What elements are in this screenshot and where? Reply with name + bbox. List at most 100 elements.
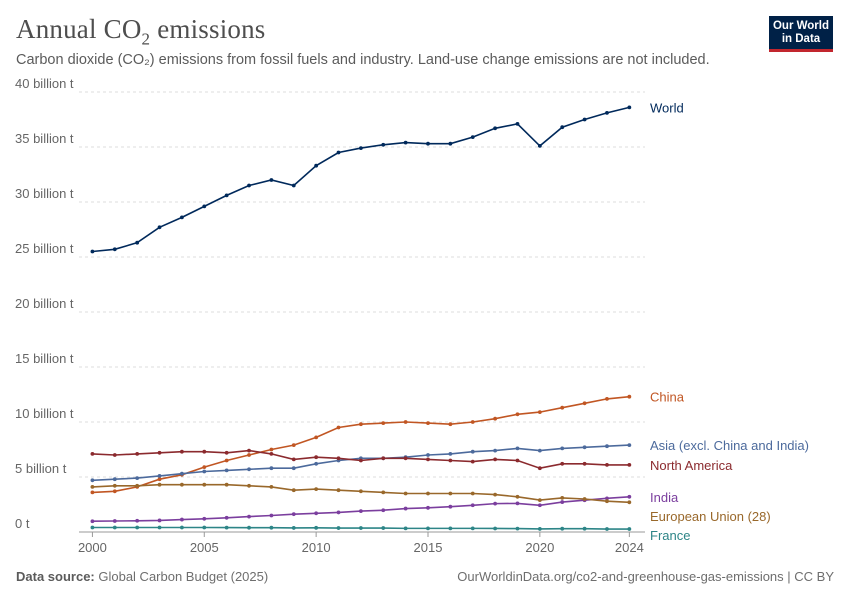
data-point xyxy=(291,457,296,462)
data-point xyxy=(426,421,430,425)
data-point xyxy=(470,526,475,531)
data-point xyxy=(224,468,229,473)
data-point xyxy=(112,477,117,482)
data-point xyxy=(291,183,296,188)
data-point xyxy=(605,496,609,501)
data-point xyxy=(269,452,274,456)
data-point xyxy=(247,183,251,188)
data-point xyxy=(269,485,274,489)
data-point xyxy=(560,125,565,130)
data-point xyxy=(90,478,95,483)
data-point xyxy=(135,518,140,523)
chart-subtitle: Carbon dioxide (CO₂) emissions from foss… xyxy=(16,52,710,68)
data-point xyxy=(627,494,632,499)
data-point xyxy=(358,458,363,463)
data-point xyxy=(291,466,296,471)
data-point xyxy=(426,457,430,462)
series-label: China xyxy=(650,390,685,405)
data-point xyxy=(515,494,520,499)
y-tick-label: 0 t xyxy=(15,516,30,531)
chart-title: Annual CO2 emissions xyxy=(16,14,266,49)
data-point xyxy=(336,425,341,430)
data-point xyxy=(627,394,632,399)
data-point xyxy=(627,500,632,505)
series-line xyxy=(92,483,630,504)
data-point xyxy=(336,510,341,515)
data-point xyxy=(358,509,363,513)
data-point xyxy=(224,515,229,520)
data-point xyxy=(470,449,475,454)
data-point xyxy=(582,445,587,450)
data-point xyxy=(582,461,587,466)
data-point xyxy=(202,482,207,487)
data-point xyxy=(269,525,274,530)
title-main: Annual CO xyxy=(16,14,142,44)
data-point xyxy=(426,491,430,496)
x-tick-label: 2010 xyxy=(302,540,331,555)
data-point xyxy=(381,456,386,461)
data-source: Data source: Global Carbon Budget (2025) xyxy=(16,569,268,584)
data-point xyxy=(358,526,363,530)
data-point xyxy=(515,122,520,126)
data-point xyxy=(448,526,453,531)
series-line xyxy=(92,496,630,523)
data-point xyxy=(448,422,453,427)
series-line xyxy=(92,395,630,494)
data-point xyxy=(470,491,475,496)
series-label: India xyxy=(650,490,679,505)
x-tick-label: 2020 xyxy=(525,540,554,555)
data-point xyxy=(157,525,162,530)
y-tick-label: 10 billion t xyxy=(15,406,74,421)
data-point xyxy=(224,458,229,463)
data-point xyxy=(180,471,184,476)
data-point xyxy=(426,141,430,146)
data-point xyxy=(224,525,229,530)
data-point xyxy=(336,488,341,493)
data-point xyxy=(90,525,95,530)
footer-credit[interactable]: OurWorldinData.org/co2-and-greenhouse-ga… xyxy=(457,569,834,584)
data-point xyxy=(157,477,162,482)
data-point xyxy=(515,526,520,531)
data-point xyxy=(493,126,498,131)
data-point xyxy=(202,525,207,530)
data-point xyxy=(180,517,184,522)
series-label: World xyxy=(650,100,684,115)
data-point xyxy=(224,482,229,487)
y-tick-label: 20 billion t xyxy=(15,296,74,311)
data-point xyxy=(426,453,430,457)
data-point xyxy=(537,144,542,148)
data-point xyxy=(605,463,609,467)
data-point xyxy=(493,492,498,497)
data-point xyxy=(605,527,609,531)
data-point xyxy=(247,483,251,488)
data-point xyxy=(247,467,251,472)
data-point xyxy=(470,135,475,140)
data-point xyxy=(381,526,386,530)
title-end: emissions xyxy=(150,14,266,44)
data-point xyxy=(470,420,475,424)
data-point xyxy=(537,466,542,471)
data-point xyxy=(314,461,319,466)
data-point xyxy=(537,498,542,502)
data-point xyxy=(358,489,363,494)
y-tick-label: 25 billion t xyxy=(15,241,74,256)
data-point xyxy=(493,457,498,462)
data-point xyxy=(403,456,408,461)
data-point xyxy=(627,443,632,447)
data-point xyxy=(135,240,140,245)
data-point xyxy=(381,142,386,147)
data-point xyxy=(202,469,207,474)
data-point xyxy=(560,500,565,504)
data-point xyxy=(493,448,498,453)
data-point xyxy=(560,496,565,500)
data-point xyxy=(180,215,184,220)
data-point xyxy=(90,485,95,489)
data-point xyxy=(269,447,274,452)
data-point xyxy=(336,526,341,530)
data-point xyxy=(403,526,408,531)
data-point xyxy=(381,508,386,513)
data-point xyxy=(448,504,453,509)
data-point xyxy=(314,511,319,516)
owid-logo[interactable]: Our World in Data xyxy=(769,16,833,52)
